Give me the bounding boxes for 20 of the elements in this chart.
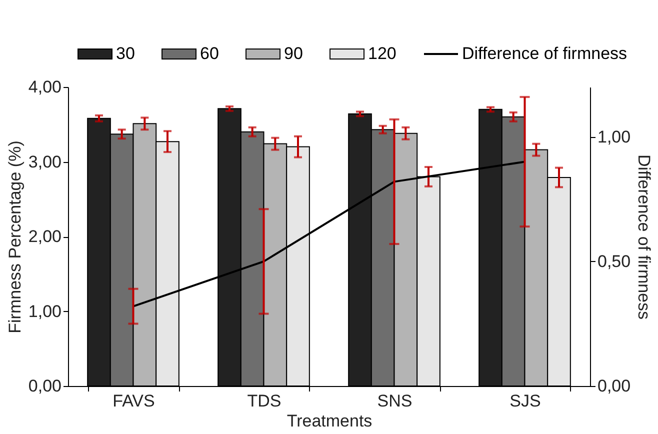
x-tick-label: SJS [510, 392, 541, 410]
y2-tick-label: 0,00 [598, 376, 631, 396]
legend-label: Difference of firmness [462, 44, 628, 63]
x-tick-label: FAVS [112, 392, 155, 410]
y-tick-label: 2,00 [28, 227, 62, 246]
legend-label: 30 [116, 44, 135, 63]
y-tick-label: 4,00 [28, 78, 62, 96]
x-tick-label: SNS [377, 392, 412, 410]
y-tick-label: 0,00 [28, 376, 62, 396]
legend-label: 90 [284, 44, 303, 63]
y-tick-label: 3,00 [28, 152, 62, 172]
y2-axis-title: Difference of firmness [634, 154, 654, 320]
x-axis-title: Treatments [286, 412, 372, 430]
legend-label: 60 [200, 44, 219, 63]
legend-label: 120 [368, 44, 396, 63]
y2-tick-label: 1,00 [598, 127, 631, 146]
x-tick-label: TDS [247, 392, 282, 410]
y-axis-title: Firmness Percentage (%) [5, 140, 24, 334]
y2-tick-label: 0,50 [598, 252, 631, 271]
y-tick-label: 1,00 [28, 302, 62, 321]
